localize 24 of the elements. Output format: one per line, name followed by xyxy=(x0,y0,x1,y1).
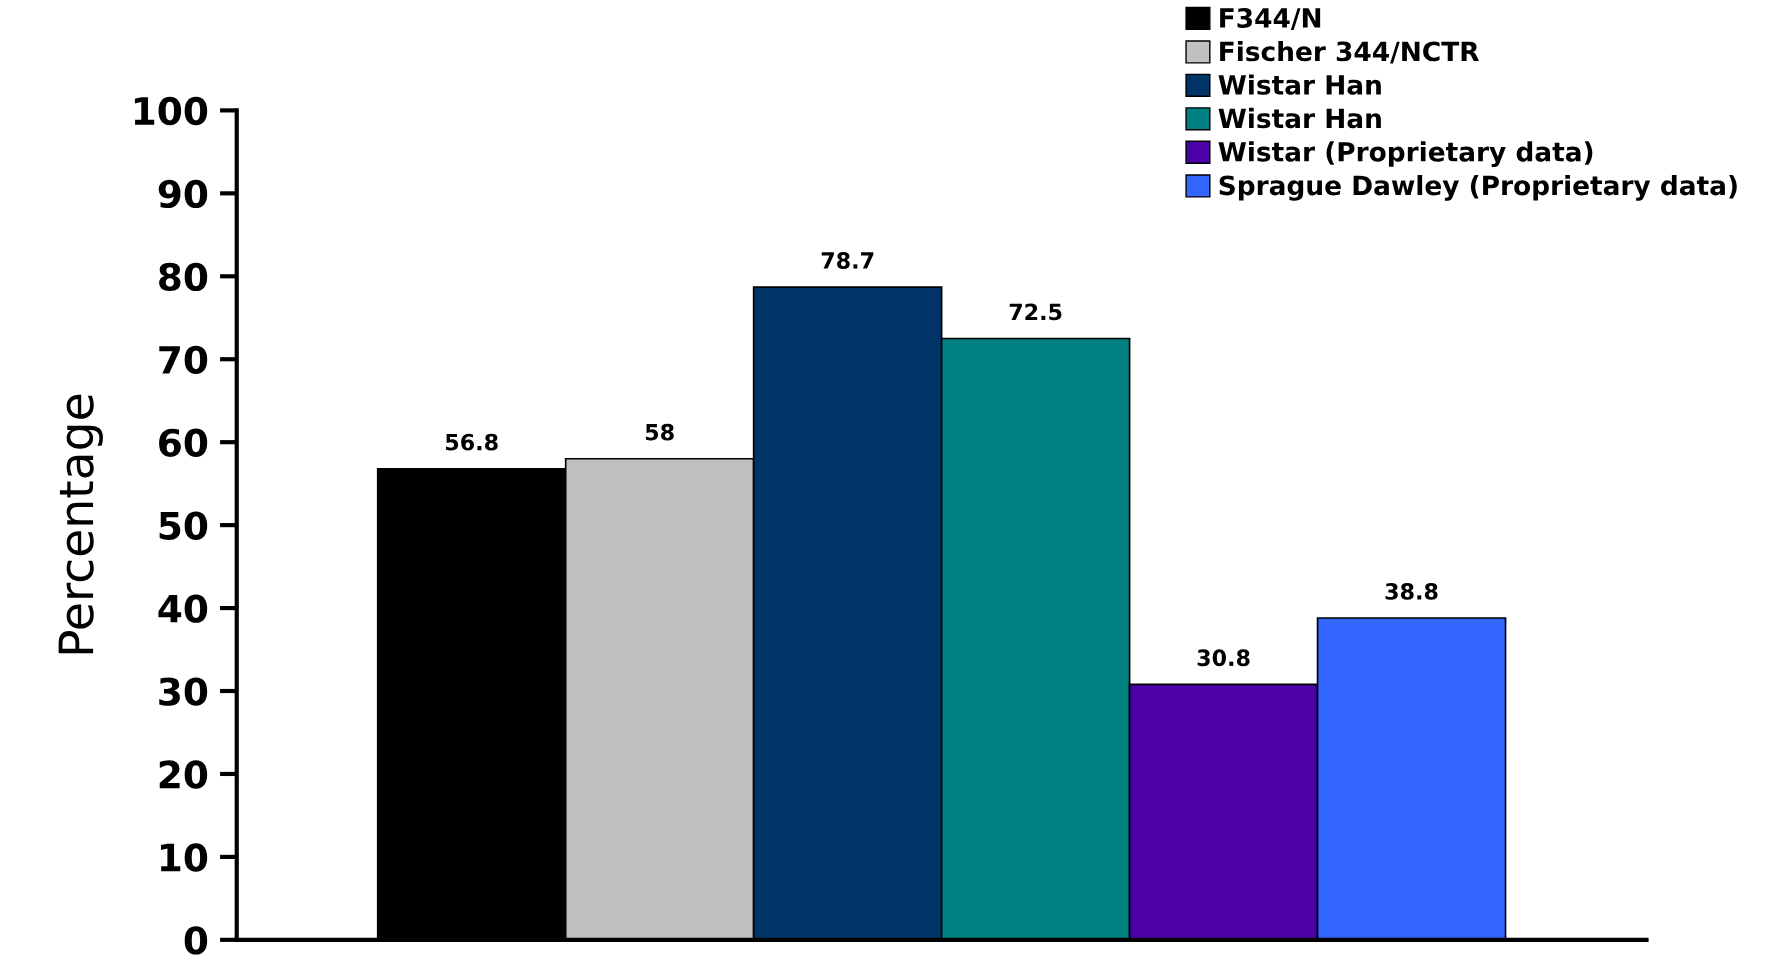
data-label: 56.8 xyxy=(446,433,498,451)
data-label: 72.5 xyxy=(1009,303,1062,321)
y-tick-label: 10 xyxy=(161,843,208,872)
legend-label: Wistar Han xyxy=(1218,74,1381,95)
y-tick-label: 0 xyxy=(184,926,208,955)
y-tick-label: 90 xyxy=(158,179,208,209)
legend-label: Wistar Han xyxy=(1218,107,1381,129)
legend-label: Wistar (Proprietary data) xyxy=(1218,141,1593,168)
data-label: 30.8 xyxy=(1197,649,1250,667)
y-tick-label: 50 xyxy=(159,511,208,540)
y-tick-label: 70 xyxy=(159,345,208,375)
data-label: 78.7 xyxy=(821,252,874,269)
legend-label: F344/N xyxy=(1220,7,1321,30)
y-tick-label: 80 xyxy=(159,262,208,292)
legend-label: Fischer 344/NCTR xyxy=(1220,40,1480,64)
legend-label: Sprague Dawley (Proprietary data) xyxy=(1219,174,1737,201)
y-tick-label: 30 xyxy=(159,677,208,706)
y-tick-label: 100 xyxy=(134,96,208,126)
y-tick-label: 20 xyxy=(159,760,208,789)
y-tick-label: 60 xyxy=(159,428,208,457)
y-axis-title: Percentage xyxy=(58,394,103,654)
data-label: 38.8 xyxy=(1385,583,1438,600)
data-label: 58 xyxy=(645,423,674,441)
y-tick-label: 40 xyxy=(158,594,208,623)
